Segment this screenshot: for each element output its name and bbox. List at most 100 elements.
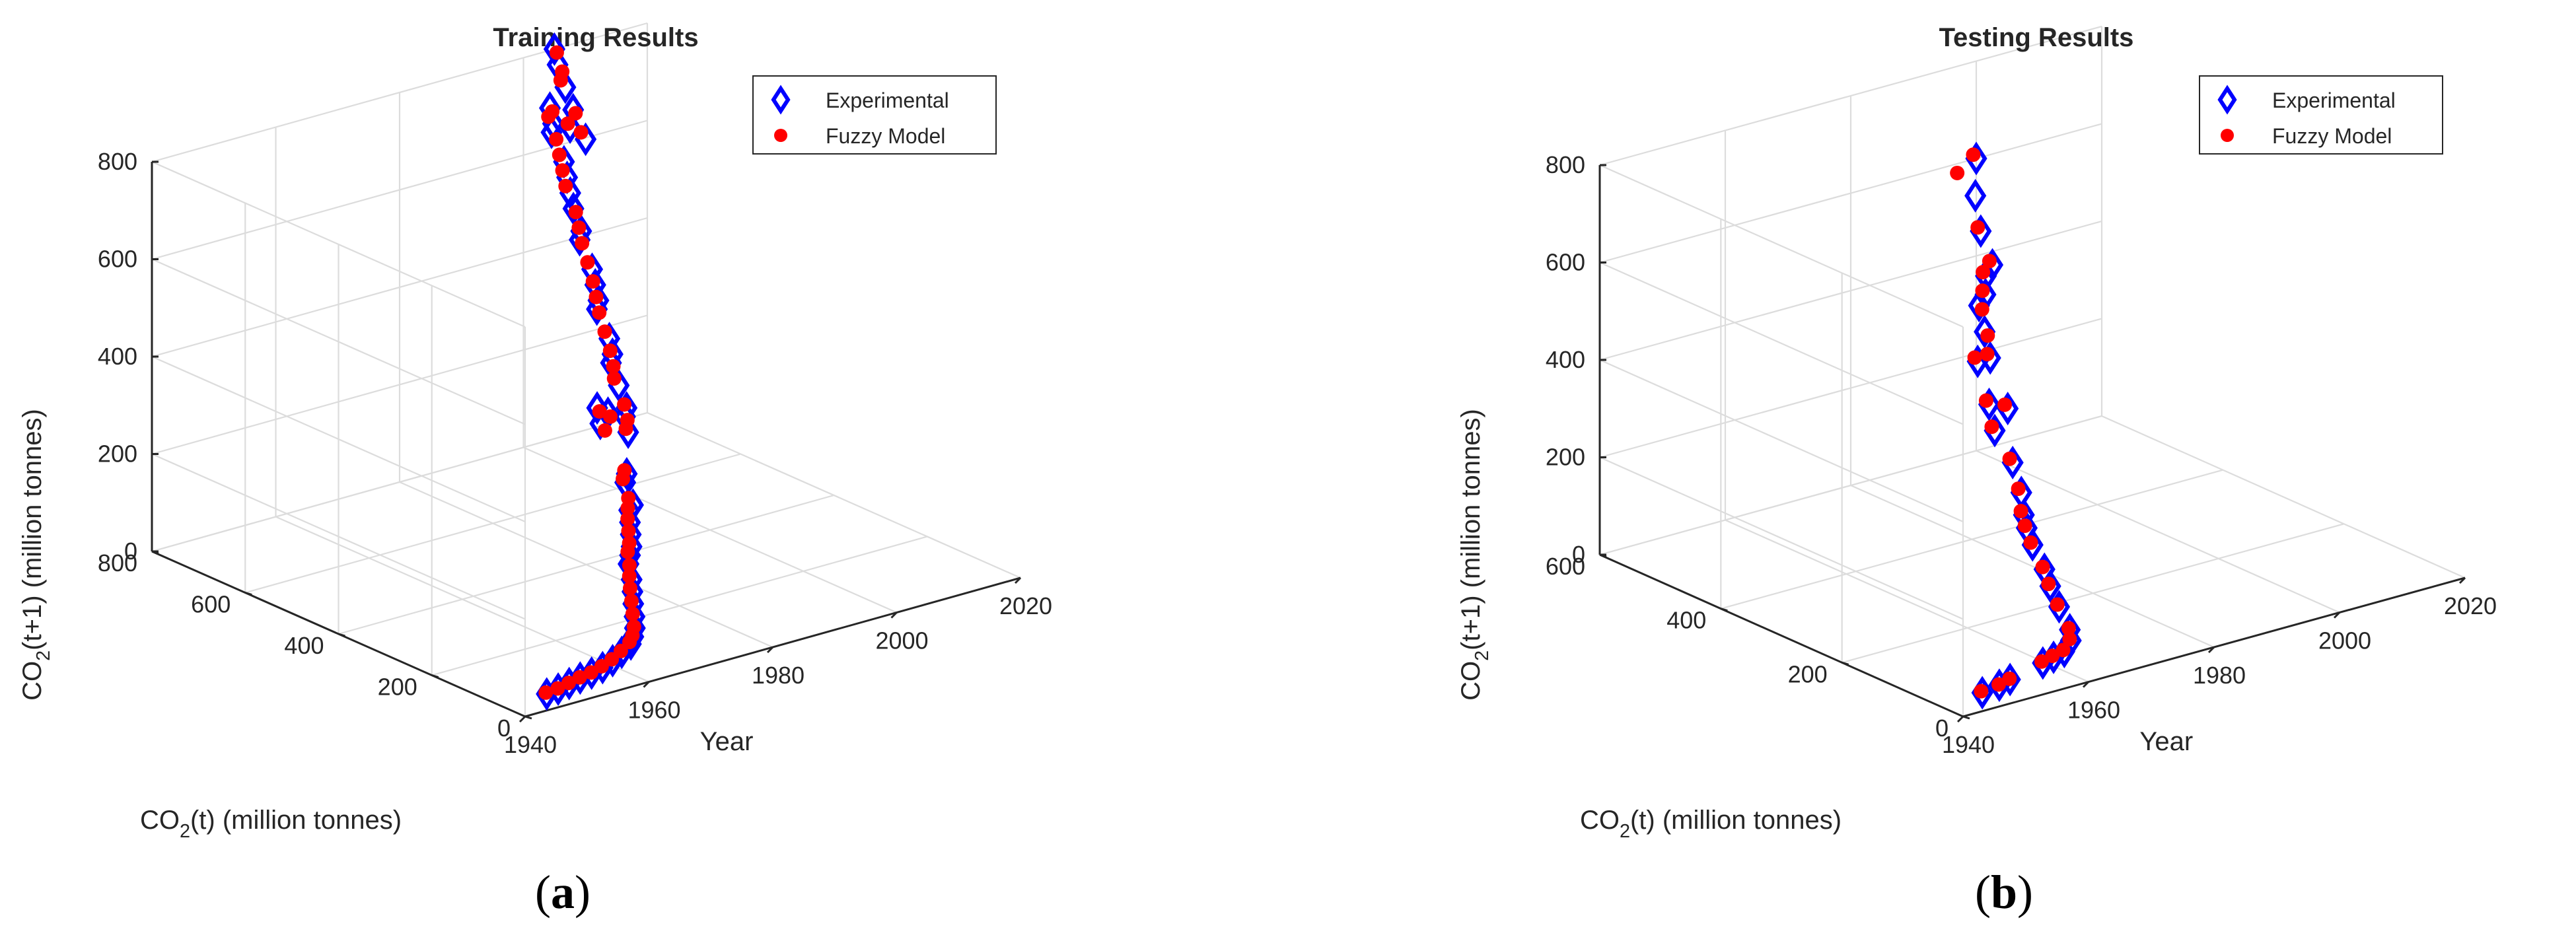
panel-label-b-letter: b [1990,866,2018,919]
experimental-point [543,32,565,66]
fuzzy-model-point [2023,535,2038,550]
y-tick-label: 600 [191,591,231,618]
series-fuzzy-model [538,45,641,700]
fuzzy-model-point [1991,677,2006,692]
fuzzy-model-point [613,643,628,658]
fuzzy-model-point [550,681,565,696]
y-tick [431,674,439,678]
z-tick-label: 0 [124,538,137,565]
x-tick-label: 2000 [875,627,928,654]
z-axis-label: CO2(t+1) (million tonnes) [1456,409,1493,701]
legend-experimental-marker [2217,85,2237,115]
fuzzy-model-point [538,685,554,700]
panel-label-b-open: ( [1975,866,1991,919]
grid-line-z-back [1599,415,2102,556]
fuzzy-model-point [2013,503,2028,518]
panel-label-a-close: ) [574,866,590,919]
grid-line-x-floor [1725,519,2089,683]
y-tick-label: 0 [1935,715,1949,742]
fuzzy-model-point [606,371,622,386]
fuzzy-model-point [568,205,583,220]
experimental-point [1974,314,1996,349]
fuzzy-model-point [606,359,621,374]
fuzzy-model-point [1967,350,1982,365]
grid-line-z-left [1599,456,1964,620]
fuzzy-model-point [2002,451,2017,466]
fuzzy-model-point [1974,683,1989,699]
fuzzy-model-point [597,423,612,438]
y-tick [1962,715,1970,720]
fuzzy-model-point [573,125,589,140]
chart-title: Testing Results [1939,23,2134,52]
fuzzy-model-point [603,409,618,424]
grid-line-z-left [151,160,526,328]
fuzzy-model-point [549,45,564,60]
legend-experimental-label: Experimental [2272,88,2396,112]
fuzzy-model-point [2011,481,2026,497]
legend: Experimental Fuzzy Model [752,75,997,155]
fuzzy-model-point [1976,265,1991,280]
fuzzy-model-point [621,491,636,506]
fuzzy-model-point [561,676,577,691]
z-tick-label: 800 [1546,151,1585,178]
fuzzy-model-point [1975,283,1990,298]
fuzzy-model-point [585,274,600,289]
fuzzy-model-point [545,104,560,119]
fuzzy-model-point [2002,671,2017,686]
z-tick-label: 800 [98,148,137,175]
y-tick [1842,661,1849,666]
fuzzy-model-point [622,569,637,584]
x-tick-label: 1980 [2193,662,2246,689]
x-tick-label: 1940 [1942,731,1995,758]
fuzzy-model-point [2050,597,2065,612]
legend-box [2199,75,2443,155]
fuzzy-model-point [552,147,567,162]
fuzzy-model-point [626,619,641,635]
z-tick-label: 200 [98,440,137,468]
x-tick [2333,612,2341,619]
fuzzy-model-point [602,343,618,359]
y-tick-label: 200 [378,674,417,701]
fuzzy-model-point [592,404,607,419]
fuzzy-model-point [1982,254,1997,269]
grid-line-z-left [1599,164,1964,328]
fuzzy-model-point [555,163,570,178]
fuzzy-model-point [1970,220,1986,235]
legend-fuzzy-model-label: Fuzzy Model [826,124,945,148]
series-fuzzy-model [1950,147,2077,699]
fuzzy-model-point [2045,648,2060,664]
fuzzy-model-point [575,236,590,251]
fuzzy-model-point [1984,419,1999,435]
y-axis-label: CO2(t) (million tonnes) [140,806,402,842]
x-tick [643,681,650,688]
x-tick-label: 2020 [2444,592,2497,619]
x-tick [2458,577,2466,584]
z-axis-label: CO2(t+1) (million tonnes) [18,409,54,701]
grid-line-z-back [1599,123,2102,263]
experimental-point [1968,289,1990,323]
experimental-point [586,391,608,425]
grid-line-y-floor [1721,469,2223,610]
grid-line-z-back [151,411,648,553]
fuzzy-model-point [622,558,637,573]
fuzzy-model-point [621,524,636,539]
fuzzy-model-point [1997,397,2013,412]
y-tick [244,592,252,596]
y-tick-label: 400 [284,632,324,659]
legend-box [752,75,997,155]
fuzzy-model-point [620,413,635,428]
y-tick [524,715,532,720]
chart-panel-testing: 1940196019802000202002004006000200400600… [1456,23,2497,842]
fuzzy-model-point [617,463,632,478]
x-tick [2082,681,2090,688]
z-tick-label: 600 [1546,249,1585,276]
x-tick-label: 2020 [999,592,1052,619]
fuzzy-model-point [568,106,583,121]
y-tick-label: 200 [1788,660,1828,687]
experimental-point [1964,178,1987,213]
grid-line-z-left [151,355,526,523]
chart-panel-training: 1940196019802000202002004006008000200400… [18,22,1052,842]
z-tick-label: 0 [1572,541,1585,568]
grid-line-y-floor [1842,523,2344,664]
fuzzy-model-point [1950,165,1965,180]
